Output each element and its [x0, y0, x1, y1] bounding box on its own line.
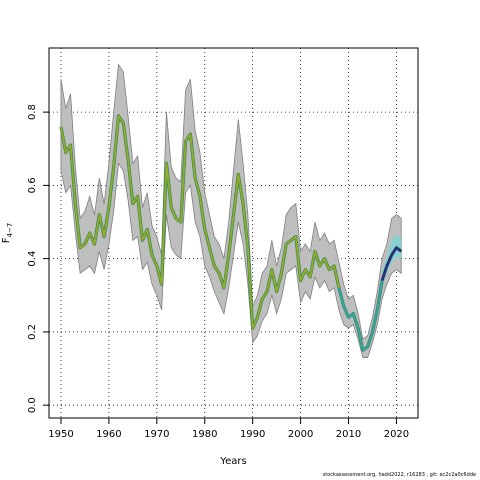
y-tick-label: 0.0	[27, 397, 38, 413]
x-tick-label: 1980	[192, 429, 217, 440]
y-axis-title-subscript: 4−7	[6, 223, 14, 238]
x-axis-title: Years	[219, 456, 246, 467]
confidence-band	[60, 63, 402, 358]
y-tick-label: 0.2	[27, 324, 38, 340]
x-tick-label: 1970	[144, 429, 169, 440]
y-axis-title: F4−7	[1, 223, 14, 244]
y-tick-label: 0.4	[27, 251, 38, 267]
recent-confidence-band	[372, 234, 402, 337]
estimate-line-navy	[380, 246, 403, 282]
x-tick-label: 2010	[336, 429, 361, 440]
estimate-lines	[59, 114, 403, 352]
x-tick-label: 1950	[48, 429, 73, 440]
x-tick-label: 2000	[288, 429, 313, 440]
footer-note: stockassessment.org, hadd2022, r16283 , …	[322, 472, 476, 478]
x-axis: 1950 1960 1970 1980 1990 2000 2010 2020	[48, 417, 409, 440]
x-tick-label: 1960	[96, 429, 121, 440]
x-tick-label: 1990	[240, 429, 265, 440]
x-tick-label: 2020	[384, 429, 409, 440]
confidence-bands	[60, 63, 402, 358]
y-tick-label: 0.8	[27, 104, 38, 120]
y-tick-label: 0.6	[27, 177, 38, 193]
y-axis-title-main: F	[1, 237, 12, 243]
y-axis: 0.0 0.2 0.4 0.6 0.8	[27, 104, 50, 413]
